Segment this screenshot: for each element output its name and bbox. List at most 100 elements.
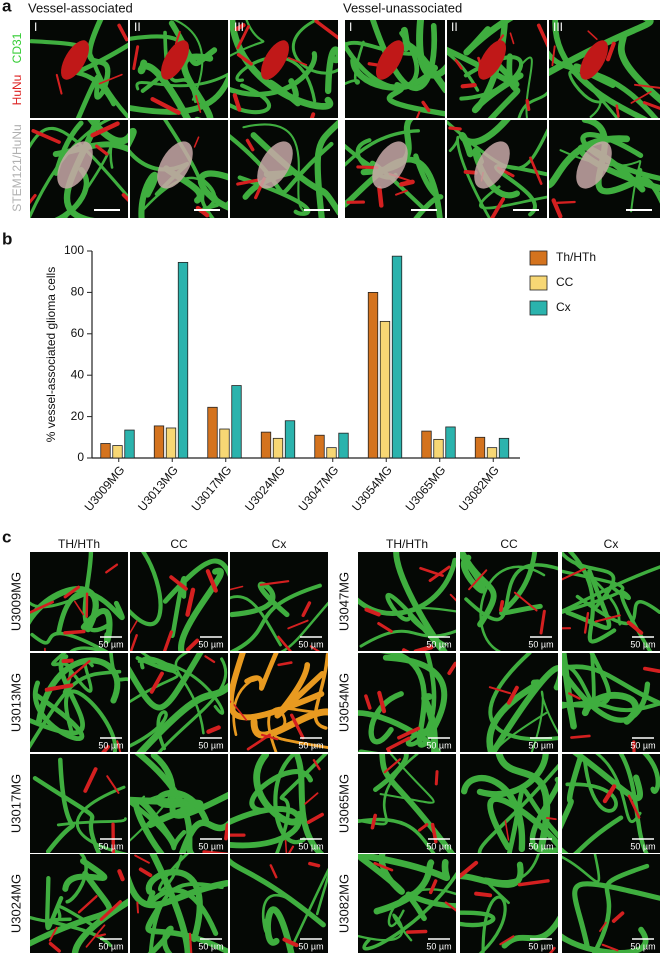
vessel [562, 815, 624, 853]
vessel [494, 163, 547, 217]
micrograph: 50 µm [358, 552, 456, 651]
cell-streak [246, 733, 271, 751]
cell-streak [206, 725, 221, 734]
cell-streak [149, 671, 164, 694]
vessel [287, 867, 328, 953]
vessel [30, 126, 128, 200]
vessel [562, 665, 651, 723]
cell-streak [117, 23, 128, 42]
cell-streak [587, 30, 598, 40]
bar [112, 445, 123, 459]
micrograph: 50 µm [460, 552, 558, 651]
vessel [595, 754, 642, 823]
row-label: U3024MG [8, 874, 23, 933]
vessel [486, 679, 542, 752]
vessel [71, 898, 128, 953]
scale-label: 50 µm [298, 740, 323, 750]
cell-streak [136, 901, 140, 914]
cell-streak [134, 854, 150, 864]
vessel [230, 595, 282, 647]
vessel [149, 854, 192, 953]
legend-label: CC [556, 275, 574, 289]
row-label: U3013MG [8, 673, 23, 732]
cell-streak [245, 138, 255, 152]
vessel [249, 769, 313, 814]
vessel [109, 653, 128, 682]
glioma-cell [57, 141, 93, 189]
x-tick-label: U3065MG [403, 463, 449, 514]
cell-streak [413, 645, 434, 651]
vessel [197, 170, 228, 211]
scale-label: 50 µm [630, 841, 655, 851]
vessel [145, 869, 203, 943]
vessel [489, 665, 558, 752]
cell-streak [30, 193, 37, 205]
cell-streak [162, 630, 173, 651]
cell-streak [269, 864, 278, 879]
cell-streak [205, 569, 218, 593]
vessel [75, 785, 128, 853]
vessel [393, 552, 448, 651]
cell-streak [395, 189, 408, 196]
row-label: U3065MG [336, 774, 351, 833]
vessel [413, 153, 444, 218]
micrograph: 50 µm [130, 754, 228, 853]
micrograph: 50 µm [30, 653, 128, 752]
bar [207, 406, 218, 459]
vessel [65, 854, 88, 904]
vessel [291, 20, 338, 75]
row-label: U3054MG [336, 673, 351, 732]
vessel [567, 552, 617, 644]
row-label: U3047MG [336, 572, 351, 631]
bar [338, 432, 349, 459]
scale-label: 50 µm [528, 740, 553, 750]
cell-streak [277, 661, 293, 667]
vessel [230, 20, 265, 57]
cell-streak [73, 600, 85, 616]
micrograph [447, 120, 547, 218]
vessel [63, 144, 114, 218]
cell-streak [447, 661, 456, 675]
micrograph: 50 µm [358, 754, 456, 853]
cell-streak [463, 170, 478, 175]
scale-label: 50 µm [98, 941, 123, 951]
y-tick-label: 80 [71, 285, 85, 299]
cell-streak [138, 867, 153, 878]
vessel [400, 26, 445, 94]
vessel [562, 926, 649, 953]
vessel [494, 711, 548, 752]
vessel [358, 557, 456, 616]
cell-streak [551, 45, 556, 67]
cell-streak [556, 200, 576, 204]
vessel [562, 854, 601, 883]
vessel [358, 653, 428, 748]
x-tick-label: U3013MG [135, 463, 181, 514]
cell-streak [282, 937, 299, 948]
vessel [477, 763, 558, 853]
column-header: Cx [604, 537, 619, 551]
row-label: U3082MG [336, 874, 351, 933]
vessel [358, 817, 436, 853]
bar [326, 447, 337, 459]
panel-label: c [2, 527, 11, 546]
micrograph: 50 µm [562, 754, 660, 853]
bar [367, 291, 379, 459]
vessel [562, 700, 660, 713]
vessel [62, 858, 108, 892]
vessel [476, 754, 549, 798]
vessel [385, 592, 445, 651]
glioma-cell [257, 141, 293, 189]
cell-streak [642, 101, 660, 110]
scale-label: 50 µm [98, 841, 123, 851]
cell-streak [287, 57, 308, 66]
cell-streak [570, 734, 591, 739]
vessel [30, 594, 85, 609]
cell-streak [132, 45, 140, 71]
glioma-cell [576, 141, 612, 189]
vessel [562, 565, 660, 613]
vessel [130, 874, 228, 909]
scale-label: 50 µm [426, 841, 451, 851]
vessel [168, 20, 218, 66]
cell-streak [627, 794, 641, 819]
y-tick-label: 20 [71, 409, 85, 423]
